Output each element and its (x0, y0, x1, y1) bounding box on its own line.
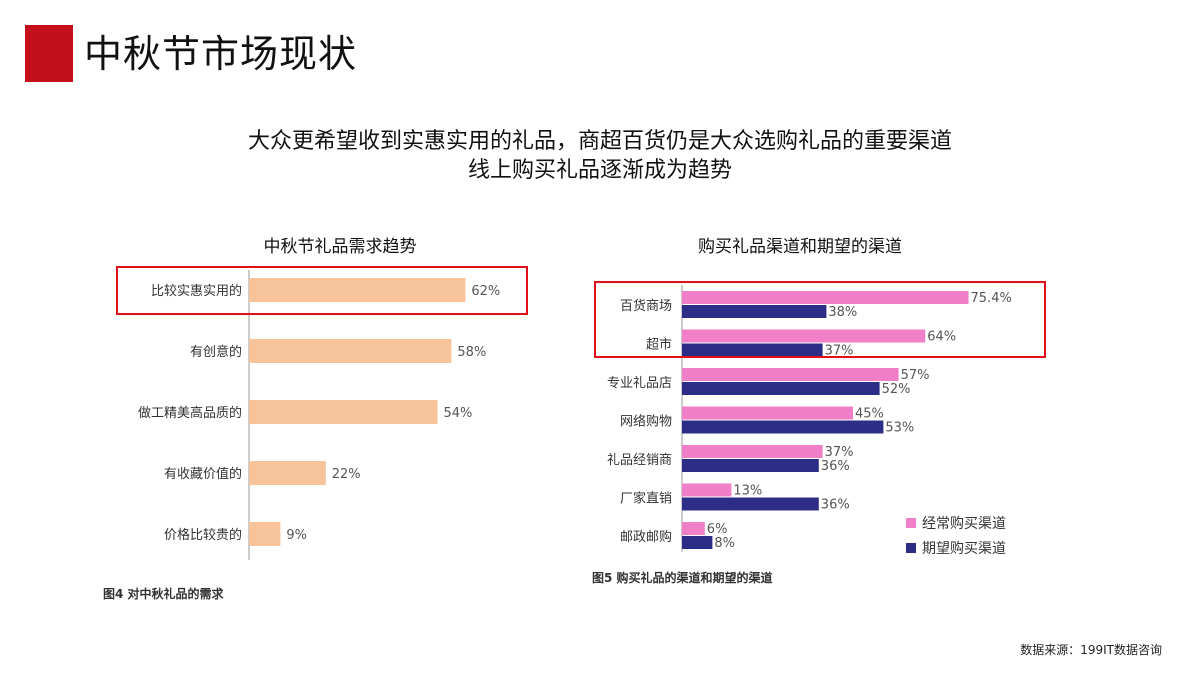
right-bar-expected (682, 382, 880, 395)
left-bar (249, 522, 281, 546)
right-value-label-frequent: 64% (927, 330, 956, 345)
right-value-label-frequent: 13% (733, 484, 762, 499)
legend-swatch-pink (906, 518, 916, 528)
subtitle-line-2: 线上购买礼品逐渐成为趋势 (467, 158, 732, 183)
legend-swatch-navy (906, 543, 916, 553)
right-bar-expected (682, 420, 884, 434)
right-value-label-frequent: 6% (707, 522, 728, 537)
right-value-label-frequent: 45% (855, 407, 884, 422)
right-value-label-expected: 38% (828, 305, 857, 320)
right-category-label: 网络购物 (620, 414, 672, 430)
left-bar (249, 339, 452, 363)
left-bar (249, 461, 326, 485)
left-category-label: 有创意的 (190, 344, 242, 360)
legend-item-frequent: 经常购买渠道 (906, 513, 1006, 533)
right-value-label-frequent: 75.4% (971, 291, 1012, 306)
right-bar-frequent (682, 406, 853, 420)
right-value-label-expected: 52% (882, 382, 911, 397)
right-bar-frequent (682, 522, 705, 535)
right-bar-expected (682, 305, 827, 318)
legend-item-expected: 期望购买渠道 (906, 538, 1006, 558)
left-chart-title: 中秋节礼品需求趋势 (263, 237, 417, 257)
right-category-label: 百货商场 (620, 298, 672, 314)
right-bar-expected (682, 459, 819, 472)
subtitle-line-1: 大众更希望收到实惠实用的礼品，商超百货仍是大众选购礼品的重要渠道 (247, 129, 952, 154)
right-value-label-expected: 37% (825, 344, 854, 359)
left-value-label: 9% (286, 528, 307, 543)
left-category-label: 做工精美高品质的 (138, 405, 242, 421)
right-value-label-frequent: 37% (825, 445, 854, 460)
left-value-label: 58% (457, 345, 486, 360)
right-value-label-expected: 53% (885, 421, 914, 436)
right-bar-expected (682, 497, 819, 511)
right-bar-frequent (682, 368, 899, 381)
right-chart-title: 购买礼品渠道和期望的渠道 (698, 237, 902, 257)
right-category-label: 厂家直销 (620, 491, 672, 507)
source-note: 数据来源：199IT数据咨询 (1020, 643, 1162, 657)
right-value-label-expected: 36% (821, 459, 850, 474)
legend-label-expected: 期望购买渠道 (922, 541, 1006, 557)
page-title: 中秋节市场现状 (84, 32, 358, 76)
right-bar-frequent (682, 291, 969, 304)
right-bar-frequent (682, 445, 823, 458)
highlight-box-right (594, 281, 1046, 358)
left-category-label: 有收藏价值的 (164, 466, 242, 482)
right-value-label-expected: 8% (714, 536, 735, 551)
right-bar-expected (682, 536, 713, 549)
left-bar (249, 400, 438, 424)
right-figure-caption: 图5 购买礼品的渠道和期望的渠道 (592, 571, 773, 585)
right-value-label-expected: 36% (821, 498, 850, 513)
left-category-label: 价格比较贵的 (164, 527, 242, 543)
right-category-label: 专业礼品店 (607, 375, 672, 391)
left-value-label: 54% (443, 406, 472, 421)
right-category-label: 礼品经销商 (607, 452, 672, 468)
right-bar-frequent (682, 483, 732, 497)
left-category-label: 比较实惠实用的 (151, 283, 242, 299)
right-bar-expected (682, 343, 823, 357)
right-category-label: 超市 (646, 337, 672, 353)
left-value-label: 62% (471, 284, 500, 299)
highlight-box-left (116, 266, 528, 315)
left-value-label: 22% (332, 467, 361, 482)
left-figure-caption: 图4 对中秋礼品的需求 (103, 587, 224, 601)
right-value-label-frequent: 57% (901, 368, 930, 383)
right-bar-frequent (682, 329, 926, 343)
title-accent-bar (25, 25, 73, 82)
left-bar (249, 278, 466, 302)
legend-label-frequent: 经常购买渠道 (922, 516, 1006, 532)
right-category-label: 邮政邮购 (620, 529, 672, 545)
